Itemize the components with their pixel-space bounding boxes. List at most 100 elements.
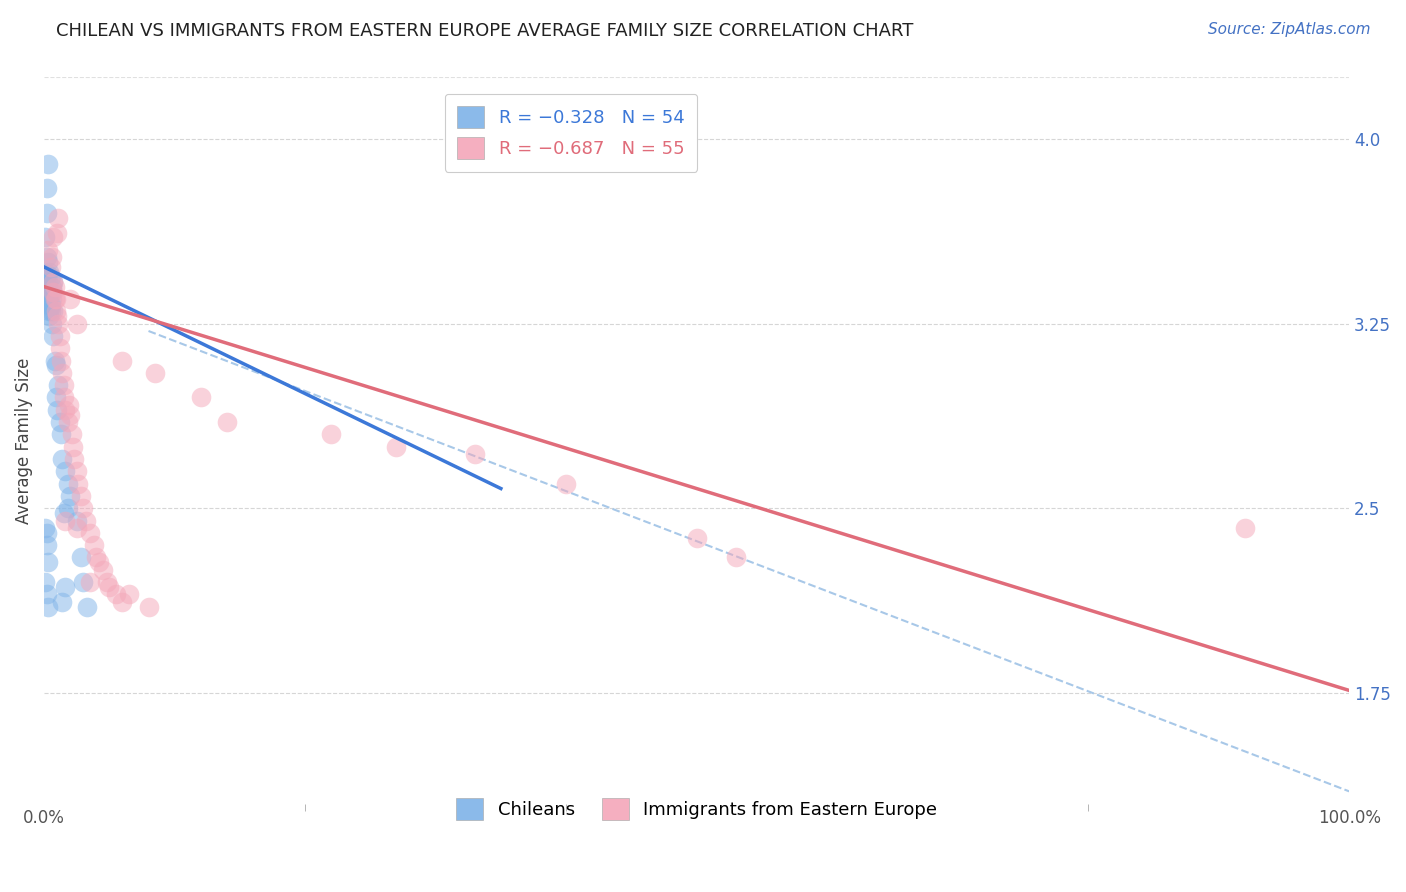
Point xyxy=(48,211,70,225)
Point xyxy=(37,275,59,289)
Point xyxy=(59,292,82,306)
Point xyxy=(143,366,166,380)
Point xyxy=(49,415,72,429)
Point xyxy=(38,310,60,324)
Point xyxy=(34,575,56,590)
Point xyxy=(42,329,65,343)
Point xyxy=(56,501,79,516)
Point xyxy=(41,279,63,293)
Point xyxy=(49,353,72,368)
Point xyxy=(104,587,127,601)
Point xyxy=(56,415,79,429)
Point xyxy=(41,250,63,264)
Point xyxy=(46,226,69,240)
Point xyxy=(83,538,105,552)
Point xyxy=(555,476,578,491)
Point xyxy=(34,269,56,284)
Point xyxy=(44,292,66,306)
Point xyxy=(37,255,59,269)
Point xyxy=(39,299,62,313)
Point xyxy=(34,521,56,535)
Point xyxy=(38,285,60,299)
Point xyxy=(111,595,134,609)
Point xyxy=(724,550,747,565)
Point xyxy=(190,391,212,405)
Point xyxy=(685,531,707,545)
Point xyxy=(49,427,72,442)
Point xyxy=(35,181,58,195)
Point xyxy=(35,285,58,299)
Point xyxy=(37,279,59,293)
Point xyxy=(42,285,65,299)
Point xyxy=(53,514,76,528)
Point xyxy=(37,292,59,306)
Point xyxy=(49,341,72,355)
Point xyxy=(67,476,90,491)
Point xyxy=(44,279,66,293)
Point xyxy=(75,514,97,528)
Point xyxy=(385,440,408,454)
Point xyxy=(45,292,67,306)
Point xyxy=(76,599,98,614)
Point xyxy=(35,525,58,540)
Point xyxy=(35,206,58,220)
Point xyxy=(45,304,67,318)
Point xyxy=(46,402,69,417)
Point xyxy=(66,317,89,331)
Point xyxy=(66,521,89,535)
Point xyxy=(96,575,118,590)
Point xyxy=(66,514,89,528)
Point xyxy=(38,289,60,303)
Point xyxy=(42,275,65,289)
Point xyxy=(46,310,69,324)
Point xyxy=(72,501,94,516)
Point xyxy=(53,464,76,478)
Legend: Chileans, Immigrants from Eastern Europe: Chileans, Immigrants from Eastern Europe xyxy=(441,784,952,835)
Point xyxy=(63,452,86,467)
Point xyxy=(42,275,65,289)
Point xyxy=(52,506,75,520)
Point xyxy=(49,329,72,343)
Point xyxy=(48,378,70,392)
Point xyxy=(215,415,238,429)
Point xyxy=(38,304,60,318)
Point xyxy=(37,555,59,569)
Point xyxy=(53,580,76,594)
Point xyxy=(48,317,70,331)
Point xyxy=(87,555,110,569)
Point xyxy=(42,230,65,244)
Point xyxy=(38,265,60,279)
Point xyxy=(62,440,84,454)
Point xyxy=(45,359,67,373)
Point xyxy=(53,402,76,417)
Point xyxy=(45,391,67,405)
Point xyxy=(72,575,94,590)
Point xyxy=(52,391,75,405)
Point xyxy=(42,304,65,318)
Point xyxy=(44,353,66,368)
Point xyxy=(39,260,62,274)
Point xyxy=(35,250,58,264)
Point xyxy=(37,156,59,170)
Point xyxy=(51,452,73,467)
Point xyxy=(35,538,58,552)
Point xyxy=(118,587,141,601)
Point xyxy=(41,285,63,299)
Point xyxy=(321,427,343,442)
Text: CHILEAN VS IMMIGRANTS FROM EASTERN EUROPE AVERAGE FAMILY SIZE CORRELATION CHART: CHILEAN VS IMMIGRANTS FROM EASTERN EUROP… xyxy=(56,22,914,40)
Point xyxy=(39,304,62,318)
Point xyxy=(35,587,58,601)
Point xyxy=(35,268,58,282)
Point xyxy=(51,595,73,609)
Point xyxy=(91,563,114,577)
Point xyxy=(66,464,89,478)
Y-axis label: Average Family Size: Average Family Size xyxy=(15,358,32,524)
Point xyxy=(60,427,83,442)
Point xyxy=(79,525,101,540)
Point xyxy=(1233,521,1256,535)
Point xyxy=(138,599,160,614)
Point xyxy=(69,489,91,503)
Point xyxy=(37,243,59,257)
Point xyxy=(59,408,82,422)
Point xyxy=(51,366,73,380)
